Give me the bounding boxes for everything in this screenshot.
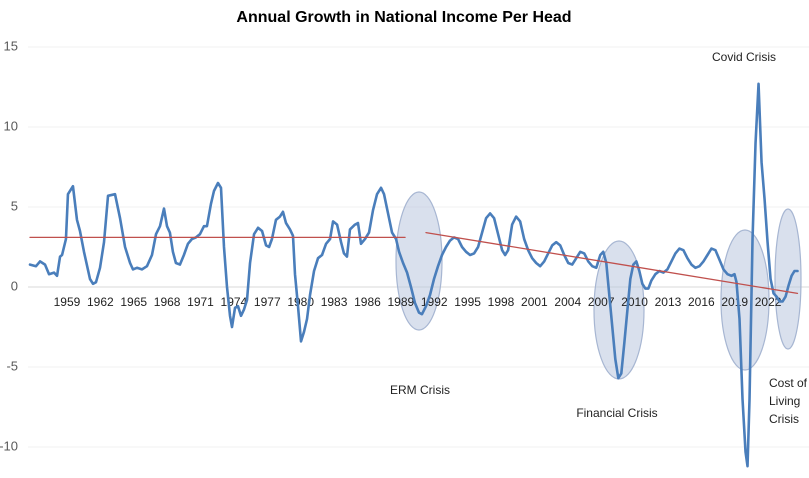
x-tick-label: 1968	[154, 295, 181, 309]
x-tick-label: 1959	[54, 295, 81, 309]
x-tick-label: 1965	[120, 295, 147, 309]
x-tick-label: 1971	[187, 295, 214, 309]
trend-line	[425, 231, 799, 295]
y-tick-label: 15	[4, 38, 18, 53]
annotation: Financial Crisis	[576, 406, 657, 420]
annotation: Crisis	[769, 412, 799, 426]
y-tick-label: -5	[6, 358, 18, 373]
x-tick-label: 1995	[454, 295, 481, 309]
y-tick-label: 10	[4, 118, 18, 133]
covid-highlight	[720, 229, 770, 371]
chart-title: Annual Growth in National Income Per Hea…	[236, 9, 571, 26]
x-tick-label: 1998	[488, 295, 515, 309]
x-tick-label: 2001	[521, 295, 548, 309]
x-tick-label: 2019	[721, 295, 748, 309]
x-tick-label: 1986	[354, 295, 381, 309]
annotation: Covid Crisis	[712, 50, 776, 64]
x-tick-label: 2013	[655, 295, 682, 309]
annotation: Cost of	[769, 376, 808, 390]
y-tick-label: 0	[11, 278, 18, 293]
annotation: Living	[769, 394, 800, 408]
x-tick-label: 1989	[387, 295, 414, 309]
x-tick-label: 2007	[588, 295, 615, 309]
x-tick-label: 2010	[621, 295, 648, 309]
x-tick-label: 2022	[755, 295, 782, 309]
x-tick-label: 1983	[321, 295, 348, 309]
y-tick-label: -10	[0, 438, 18, 453]
x-tick-label: 1962	[87, 295, 114, 309]
data-line	[28, 82, 799, 468]
cost-of-living-highlight	[774, 208, 802, 350]
x-tick-label: 2004	[554, 295, 581, 309]
x-tick-label: 2016	[688, 295, 715, 309]
annotation: ERM Crisis	[390, 383, 450, 397]
x-tick-label: 1977	[254, 295, 281, 309]
y-tick-label: 5	[11, 198, 18, 213]
